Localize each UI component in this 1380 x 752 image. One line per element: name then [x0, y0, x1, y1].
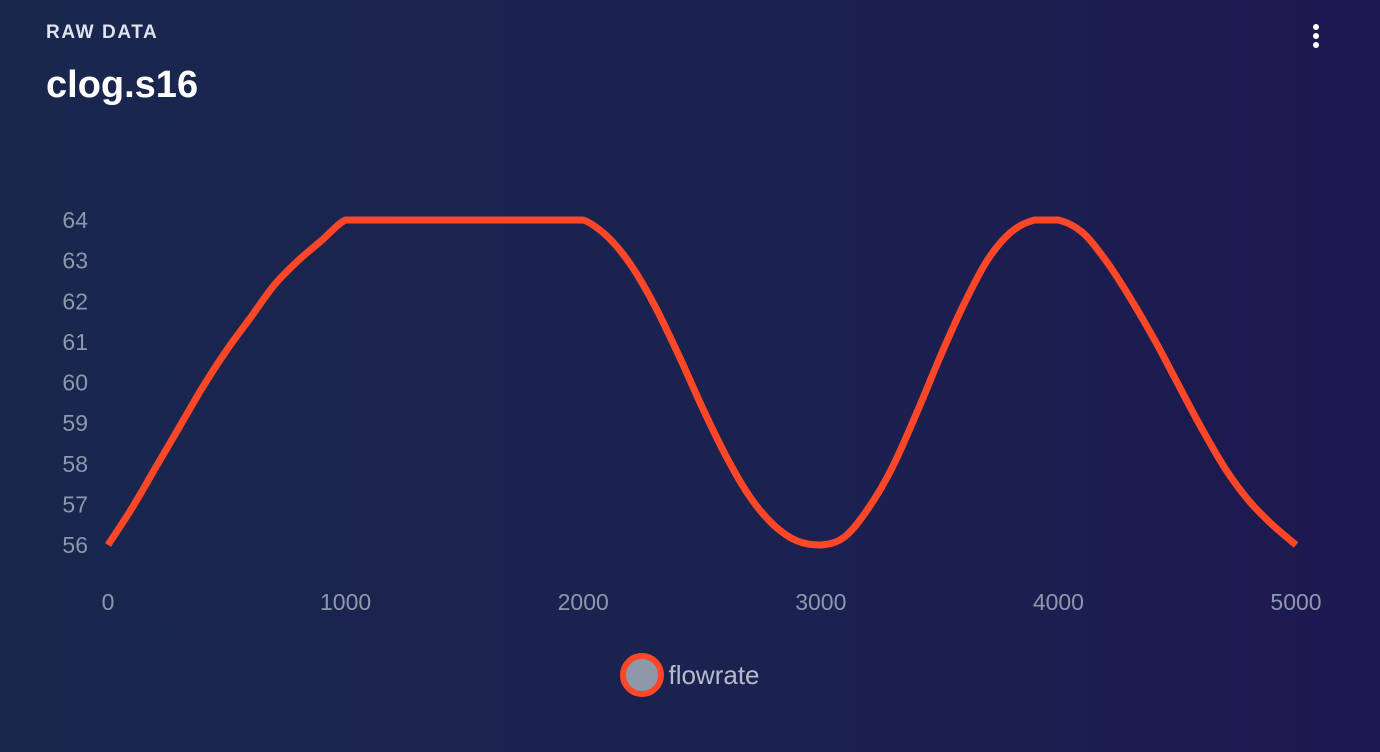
menu-dot	[1313, 24, 1319, 30]
y-tick-label: 64	[62, 207, 88, 233]
plot-area	[105, 216, 1299, 549]
menu-dot	[1313, 33, 1319, 39]
y-tick-label: 59	[62, 410, 88, 436]
menu-dot	[1313, 42, 1319, 48]
y-tick-label: 56	[62, 532, 88, 558]
chart-legend: flowrate	[0, 652, 1380, 698]
x-tick-label: 3000	[795, 589, 846, 615]
series-line-flowrate	[105, 216, 1299, 549]
card-eyebrow: RAW DATA	[46, 22, 159, 43]
legend-item-flowrate[interactable]: flowrate	[620, 653, 760, 697]
x-tick-label: 1000	[320, 589, 371, 615]
y-tick-label: 57	[62, 491, 88, 517]
legend-label: flowrate	[668, 659, 760, 690]
x-tick-label: 0	[102, 589, 115, 615]
card-title: clog.s16	[46, 64, 199, 106]
y-tick-label: 62	[62, 288, 88, 314]
line-chart: 56 57 58 59 60 61 62 63 64 0 1000 2000 3000 4000 5000	[62, 207, 1322, 615]
y-tick-label: 63	[62, 248, 88, 274]
x-tick-label: 4000	[1033, 589, 1084, 615]
y-tick-label: 61	[62, 329, 88, 355]
x-axis: 0 1000 2000 3000 4000 5000	[102, 589, 1322, 615]
y-tick-label: 58	[62, 451, 88, 477]
y-tick-label: 60	[62, 370, 88, 396]
y-axis: 56 57 58 59 60 61 62 63 64	[62, 207, 88, 558]
legend-marker-icon	[620, 653, 665, 697]
x-tick-label: 2000	[558, 589, 609, 615]
x-tick-label: 5000	[1270, 589, 1321, 615]
more-vertical-icon[interactable]	[1298, 18, 1334, 54]
